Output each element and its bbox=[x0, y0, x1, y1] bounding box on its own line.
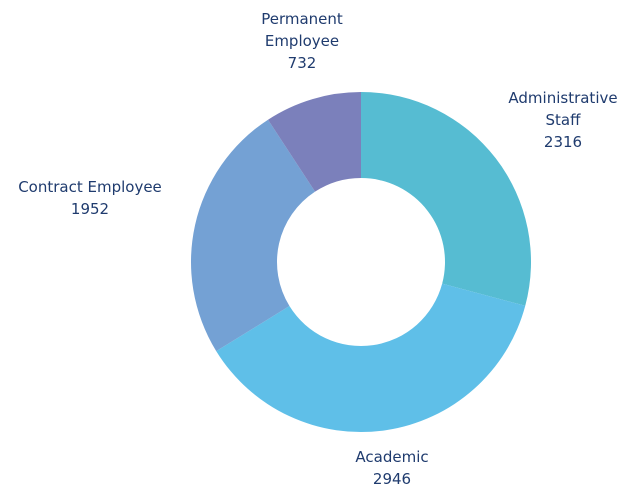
donut-slice bbox=[191, 119, 316, 352]
label-value: 2316 bbox=[543, 133, 583, 151]
label-name: Permanent Employee bbox=[261, 10, 343, 50]
slice-label: Academic 2946 bbox=[332, 446, 452, 490]
donut-slice bbox=[216, 283, 526, 432]
label-value: 2946 bbox=[372, 470, 412, 488]
donut-slice bbox=[268, 92, 361, 192]
label-value: 732 bbox=[287, 54, 317, 72]
slice-label: Permanent Employee 732 bbox=[247, 8, 357, 74]
donut-slice bbox=[361, 92, 531, 306]
slice-label: Contract Employee 1952 bbox=[0, 176, 190, 220]
label-value: 1952 bbox=[70, 200, 110, 218]
label-name: Administrative Staff bbox=[508, 89, 618, 129]
label-name: Academic bbox=[355, 448, 429, 466]
label-name: Contract Employee bbox=[18, 178, 162, 196]
slice-label: Administrative Staff 2316 bbox=[493, 87, 628, 153]
